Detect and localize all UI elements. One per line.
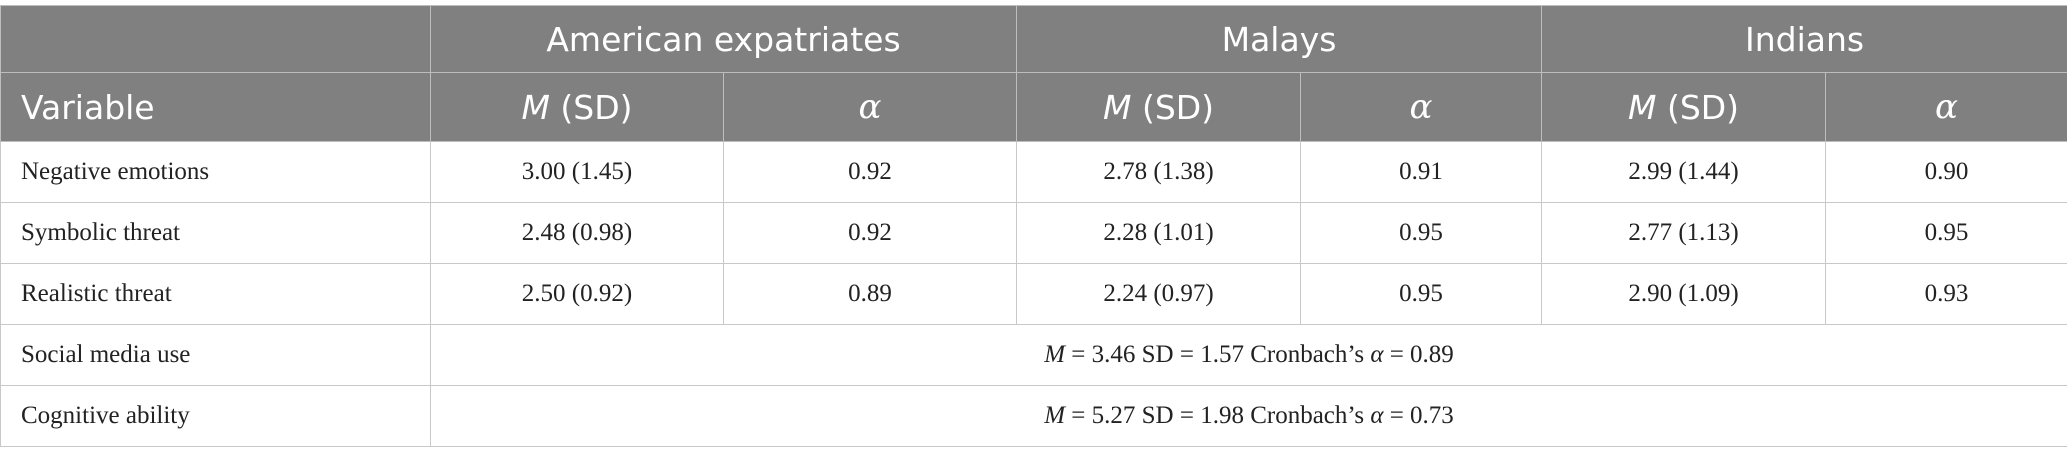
table-row: Cognitive ability M = 5.27 SD = 1.98 Cro… [0, 385, 2067, 447]
indian-mean-sd-cell: 2.77 (1.13) [1541, 202, 1827, 264]
summary-alpha-text: = 0.89 [1383, 341, 1454, 368]
sd-suffix: (SD) [549, 87, 633, 127]
alpha-symbol: α [1370, 341, 1384, 368]
alpha-header: α [1825, 72, 2067, 142]
mean-sd-header: M (SD) [1016, 72, 1302, 142]
group-header-malays: Malays [1016, 5, 1543, 73]
row-label-social-media-use: Social media use [0, 324, 431, 386]
table-header: American expatriates Malays Indians Vari… [0, 5, 2067, 142]
mean-symbol: M [1044, 341, 1066, 368]
mean-symbol: M [1102, 87, 1132, 127]
american-mean-sd-cell: 3.00 (1.45) [430, 141, 724, 203]
table-row: Symbolic threat 2.48 (0.98) 0.92 2.28 (1… [0, 202, 2067, 264]
summary-alpha-text: = 0.73 [1383, 402, 1454, 429]
alpha-header: α [1300, 72, 1543, 142]
american-alpha-cell: 0.89 [722, 263, 1018, 325]
indian-mean-sd-cell: 2.99 (1.44) [1541, 141, 1827, 203]
summary-stats-text: = 3.46 SD = 1.57 Cronbach’s [1065, 341, 1371, 368]
descriptive-statistics-table: American expatriates Malays Indians Vari… [0, 5, 2067, 447]
malay-mean-sd-cell: 2.24 (0.97) [1016, 263, 1302, 325]
group-header-american-expatriates: American expatriates [429, 5, 1018, 73]
indian-alpha-cell: 0.95 [1825, 202, 2067, 264]
malay-alpha-cell: 0.95 [1300, 202, 1543, 264]
summary-stats-text: = 5.27 SD = 1.98 Cronbach’s [1065, 402, 1371, 429]
malay-alpha-cell: 0.95 [1300, 263, 1543, 325]
mean-sd-header: M (SD) [430, 72, 724, 142]
malay-mean-sd-cell: 2.78 (1.38) [1016, 141, 1302, 203]
row-label-symbolic-threat: Symbolic threat [0, 202, 431, 264]
american-alpha-cell: 0.92 [722, 202, 1018, 264]
sd-suffix: (SD) [1131, 87, 1215, 127]
malay-mean-sd-cell: 2.28 (1.01) [1016, 202, 1302, 264]
alpha-symbol: α [1370, 402, 1384, 429]
table-row: Realistic threat 2.50 (0.92) 0.89 2.24 (… [0, 263, 2067, 325]
row-label-negative-emotions: Negative emotions [0, 141, 431, 203]
column-header-row: Variable M (SD) α M (SD) α M (SD) α [0, 72, 2067, 142]
malay-alpha-cell: 0.91 [1300, 141, 1543, 203]
sd-suffix: (SD) [1656, 87, 1740, 127]
american-alpha-cell: 0.92 [722, 141, 1018, 203]
table-row: Social media use M = 3.46 SD = 1.57 Cron… [0, 324, 2067, 386]
summary-cell-social-media-use: M = 3.46 SD = 1.57 Cronbach’s α = 0.89 [429, 324, 2067, 386]
table-body: Negative emotions 3.00 (1.45) 0.92 2.78 … [0, 141, 2067, 447]
american-mean-sd-cell: 2.50 (0.92) [430, 263, 724, 325]
alpha-header: α [722, 72, 1018, 142]
mean-symbol: M [1627, 87, 1657, 127]
mean-sd-header: M (SD) [1541, 72, 1827, 142]
indian-mean-sd-cell: 2.90 (1.09) [1541, 263, 1827, 325]
summary-cell-cognitive-ability: M = 5.27 SD = 1.98 Cronbach’s α = 0.73 [429, 385, 2067, 447]
indian-alpha-cell: 0.93 [1825, 263, 2067, 325]
row-label-realistic-threat: Realistic threat [0, 263, 431, 325]
group-header-row: American expatriates Malays Indians [0, 5, 2067, 73]
mean-symbol: M [1044, 402, 1066, 429]
indian-alpha-cell: 0.90 [1825, 141, 2067, 203]
american-mean-sd-cell: 2.48 (0.98) [430, 202, 724, 264]
empty-corner-cell [0, 5, 431, 73]
mean-symbol: M [521, 87, 550, 127]
variable-column-header: Variable [0, 72, 431, 142]
group-header-indians: Indians [1541, 5, 2067, 73]
table-row: Negative emotions 3.00 (1.45) 0.92 2.78 … [0, 141, 2067, 203]
row-label-cognitive-ability: Cognitive ability [0, 385, 431, 447]
